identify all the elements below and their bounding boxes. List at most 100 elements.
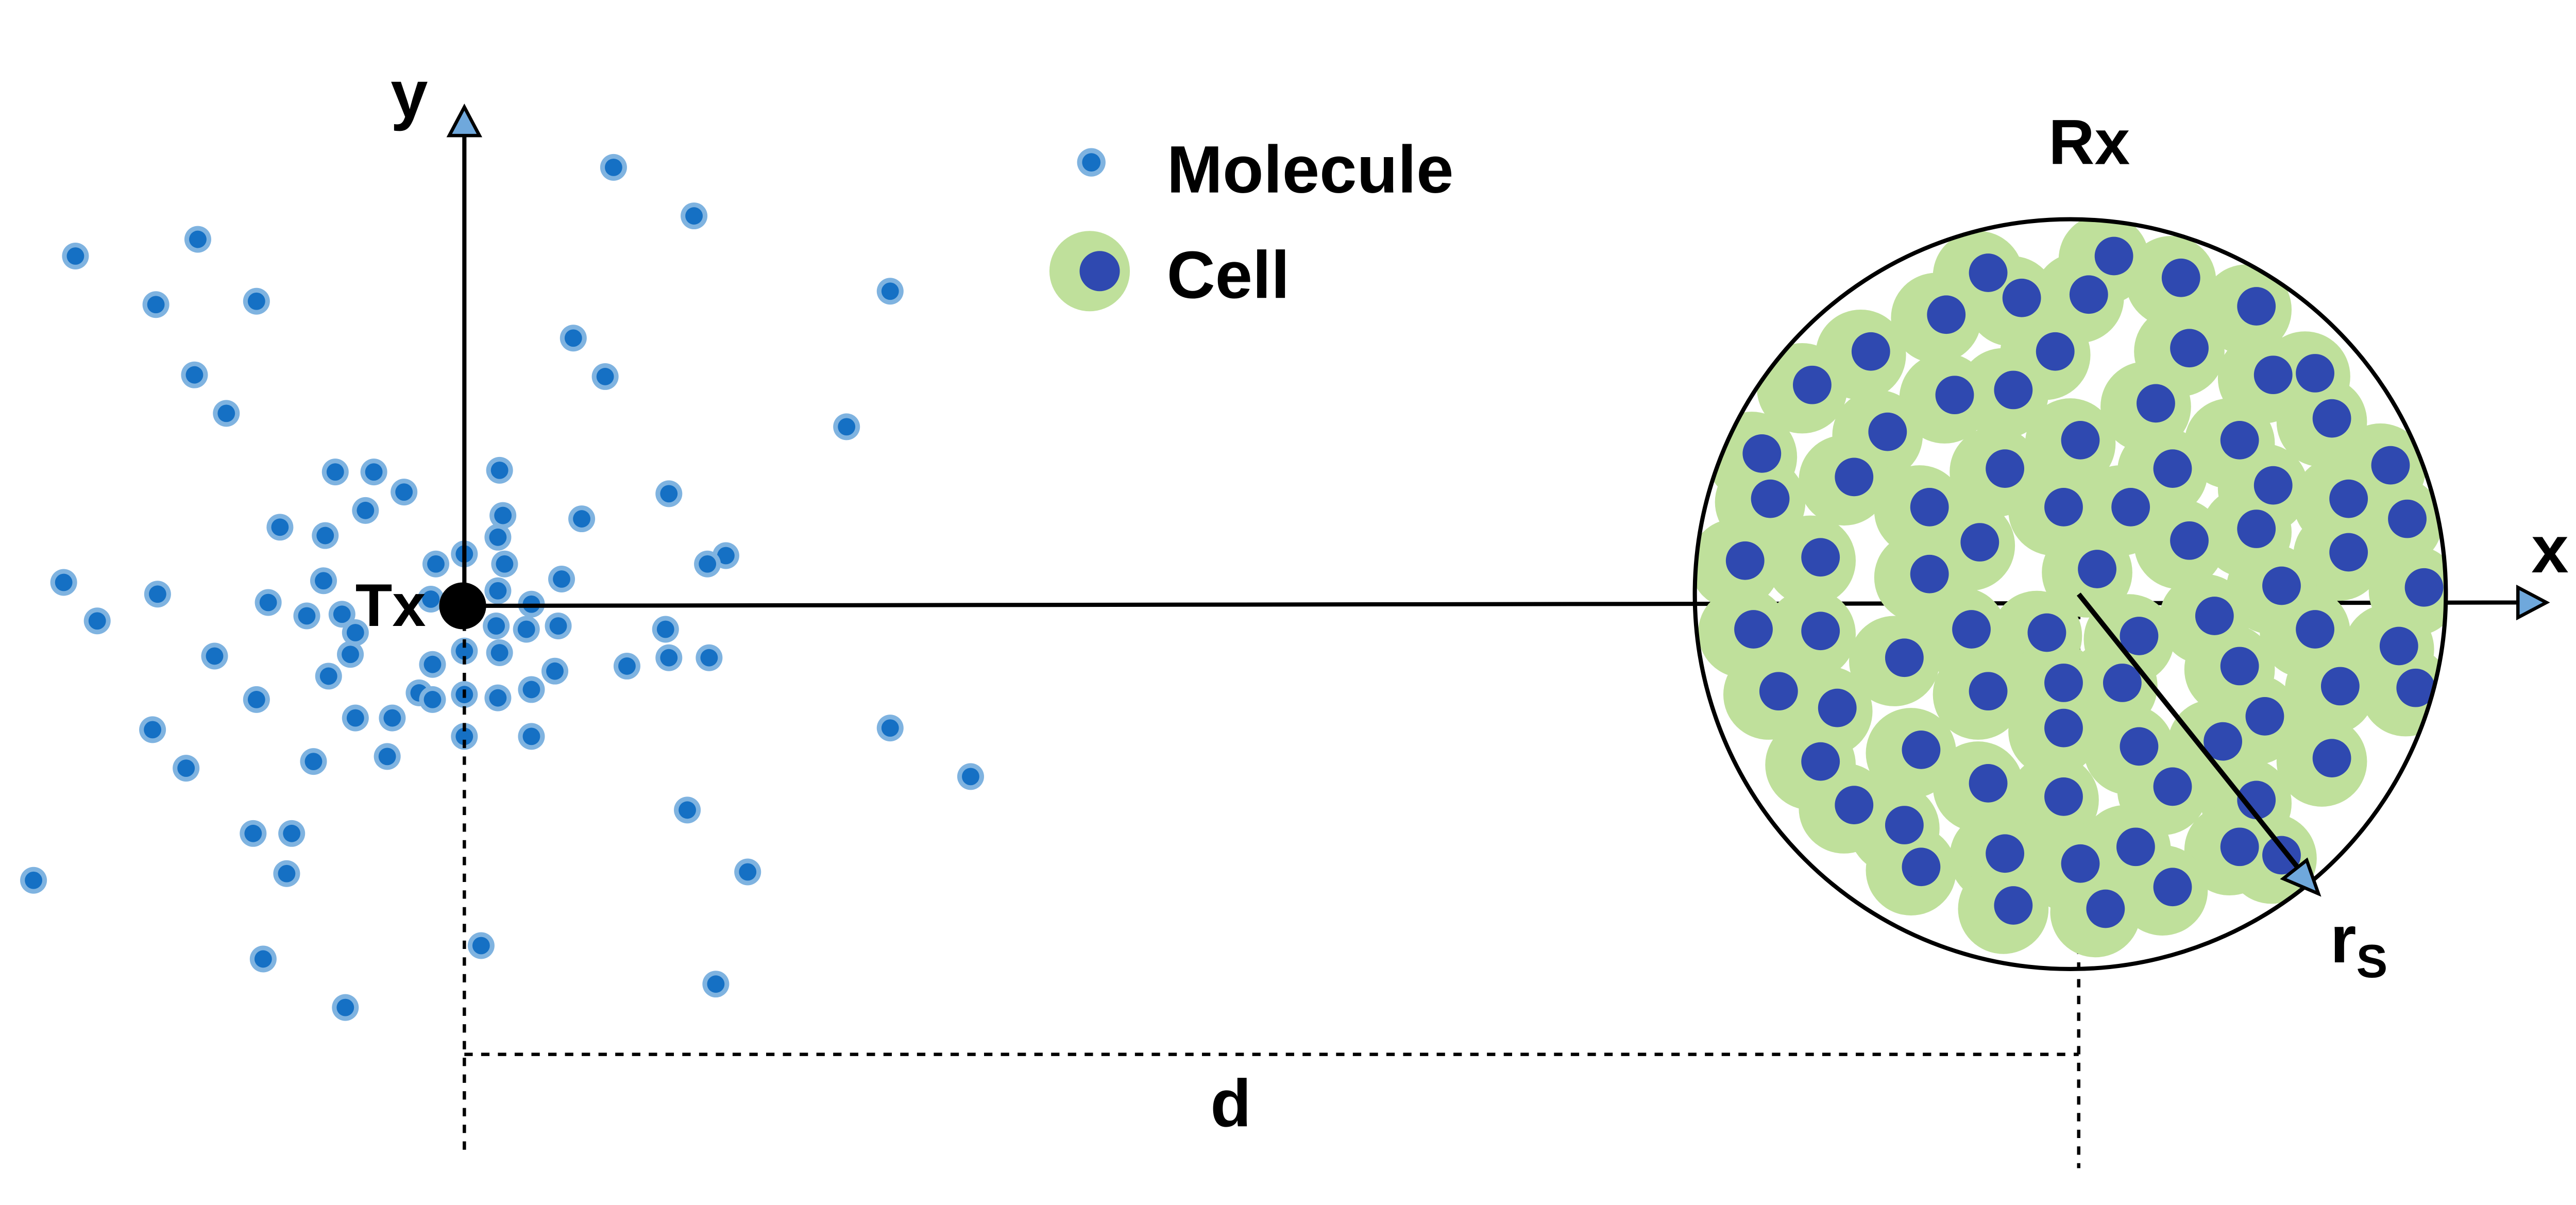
cell-nucleus: [2253, 466, 2293, 505]
transmitter-dot: [439, 582, 486, 630]
molecule: [522, 681, 540, 699]
cell-nucleus: [2002, 278, 2041, 317]
cell-nucleus: [2320, 667, 2360, 706]
molecule: [185, 366, 204, 384]
cell-nucleus: [2379, 626, 2418, 666]
cell-nucleus: [2153, 868, 2192, 907]
molecule: [699, 555, 717, 573]
molecule: [604, 158, 622, 176]
cell-nucleus: [1835, 457, 1874, 497]
molecule: [315, 572, 332, 590]
cell-nucleus: [2120, 727, 2159, 766]
legend-cell-symbol-nucleus: [1079, 251, 1120, 292]
radius-label-main: r: [2330, 902, 2357, 977]
cell-nucleus: [2120, 617, 2159, 655]
cell-nucleus: [2329, 479, 2368, 518]
cell-nucleus: [1851, 332, 1890, 371]
molecule: [298, 607, 316, 625]
molecule: [206, 647, 224, 665]
cell-nucleus: [2312, 739, 2351, 777]
molecule: [660, 649, 678, 667]
molecule: [618, 657, 636, 675]
cell-nucleus: [2044, 777, 2083, 816]
molecule: [326, 463, 344, 481]
cell-nucleus: [2161, 258, 2200, 297]
cell-nucleus: [2371, 446, 2410, 485]
cell-nucleus: [2137, 384, 2175, 423]
molecule: [55, 573, 73, 591]
cell-nucleus: [1960, 523, 1999, 562]
molecule: [962, 768, 979, 786]
molecule: [660, 485, 678, 503]
molecule: [177, 759, 195, 777]
cell-nucleus: [1910, 487, 1949, 527]
molecule: [596, 368, 614, 385]
molecule: [487, 617, 505, 635]
receiver-boundary-circle: [1692, 217, 2448, 972]
molecule: [66, 247, 84, 265]
molecule: [455, 642, 473, 660]
cell-nucleus: [2111, 487, 2150, 527]
cell-nucleus: [1818, 688, 1857, 727]
molecule: [333, 605, 351, 623]
molecule: [244, 824, 262, 842]
cell-nucleus: [2116, 827, 2155, 867]
transmitter-label: Tx: [355, 571, 426, 639]
cell-nucleus: [2396, 668, 2435, 707]
molecule: [564, 329, 582, 347]
molecule: [707, 975, 725, 993]
cell-nucleus: [2044, 487, 2083, 527]
cell-nucleus: [1742, 434, 1782, 473]
molecule: [739, 863, 757, 881]
cell-nucleus: [1885, 806, 1924, 844]
cell-nucleus: [2237, 510, 2276, 548]
molecule: [494, 506, 512, 524]
cell-nucleus: [2296, 354, 2334, 393]
cell-nucleus: [1994, 370, 2033, 410]
cell-nucleus: [1910, 554, 1949, 593]
cell-nucleus: [2153, 767, 2192, 806]
cell-nucleus: [2204, 722, 2243, 761]
legend: Molecule Cell: [1049, 132, 1454, 312]
cell-nucleus: [2078, 550, 2116, 588]
molecule: [553, 570, 570, 588]
cell-nucleus: [2061, 844, 2100, 883]
molecule: [88, 612, 106, 630]
molecule: [490, 461, 509, 479]
cell-nucleus: [2388, 499, 2427, 538]
cell-nucleus: [1885, 638, 1924, 677]
cell-nucleus: [1952, 610, 1991, 649]
cell-nucleus: [1969, 763, 2008, 803]
cell-nucleus: [1969, 253, 2008, 292]
molecule: [489, 689, 507, 707]
molecule: [489, 528, 507, 546]
molecule-cloud: [20, 154, 985, 1021]
molecule: [342, 646, 359, 664]
molecule: [423, 655, 442, 673]
molecule: [147, 296, 165, 314]
molecule: [217, 404, 235, 422]
legend-cell-label: Cell: [1167, 237, 1290, 312]
cell-nucleus: [1835, 786, 1874, 824]
cell-nucleus: [2170, 521, 2209, 560]
cell-nucleus: [2237, 780, 2276, 820]
molecule: [247, 292, 265, 310]
cell-nucleus: [1759, 672, 1798, 711]
cell-nucleus: [2220, 647, 2259, 686]
radius-label-subscript: S: [2356, 936, 2387, 988]
cell-nucleus: [2044, 664, 2083, 702]
cell-nucleus: [1801, 742, 1840, 781]
molecule: [700, 649, 718, 667]
y-axis-arrowhead: [446, 103, 483, 138]
molecule: [496, 555, 514, 573]
molecule: [522, 727, 540, 745]
cell-nucleus: [1986, 449, 2025, 488]
molecule: [365, 463, 383, 481]
molecule: [881, 282, 899, 300]
molecule: [259, 593, 277, 612]
cell-nucleus: [2094, 236, 2133, 276]
cell-nucleus: [2170, 329, 2209, 368]
molecule: [278, 864, 296, 882]
molecule: [679, 801, 696, 819]
